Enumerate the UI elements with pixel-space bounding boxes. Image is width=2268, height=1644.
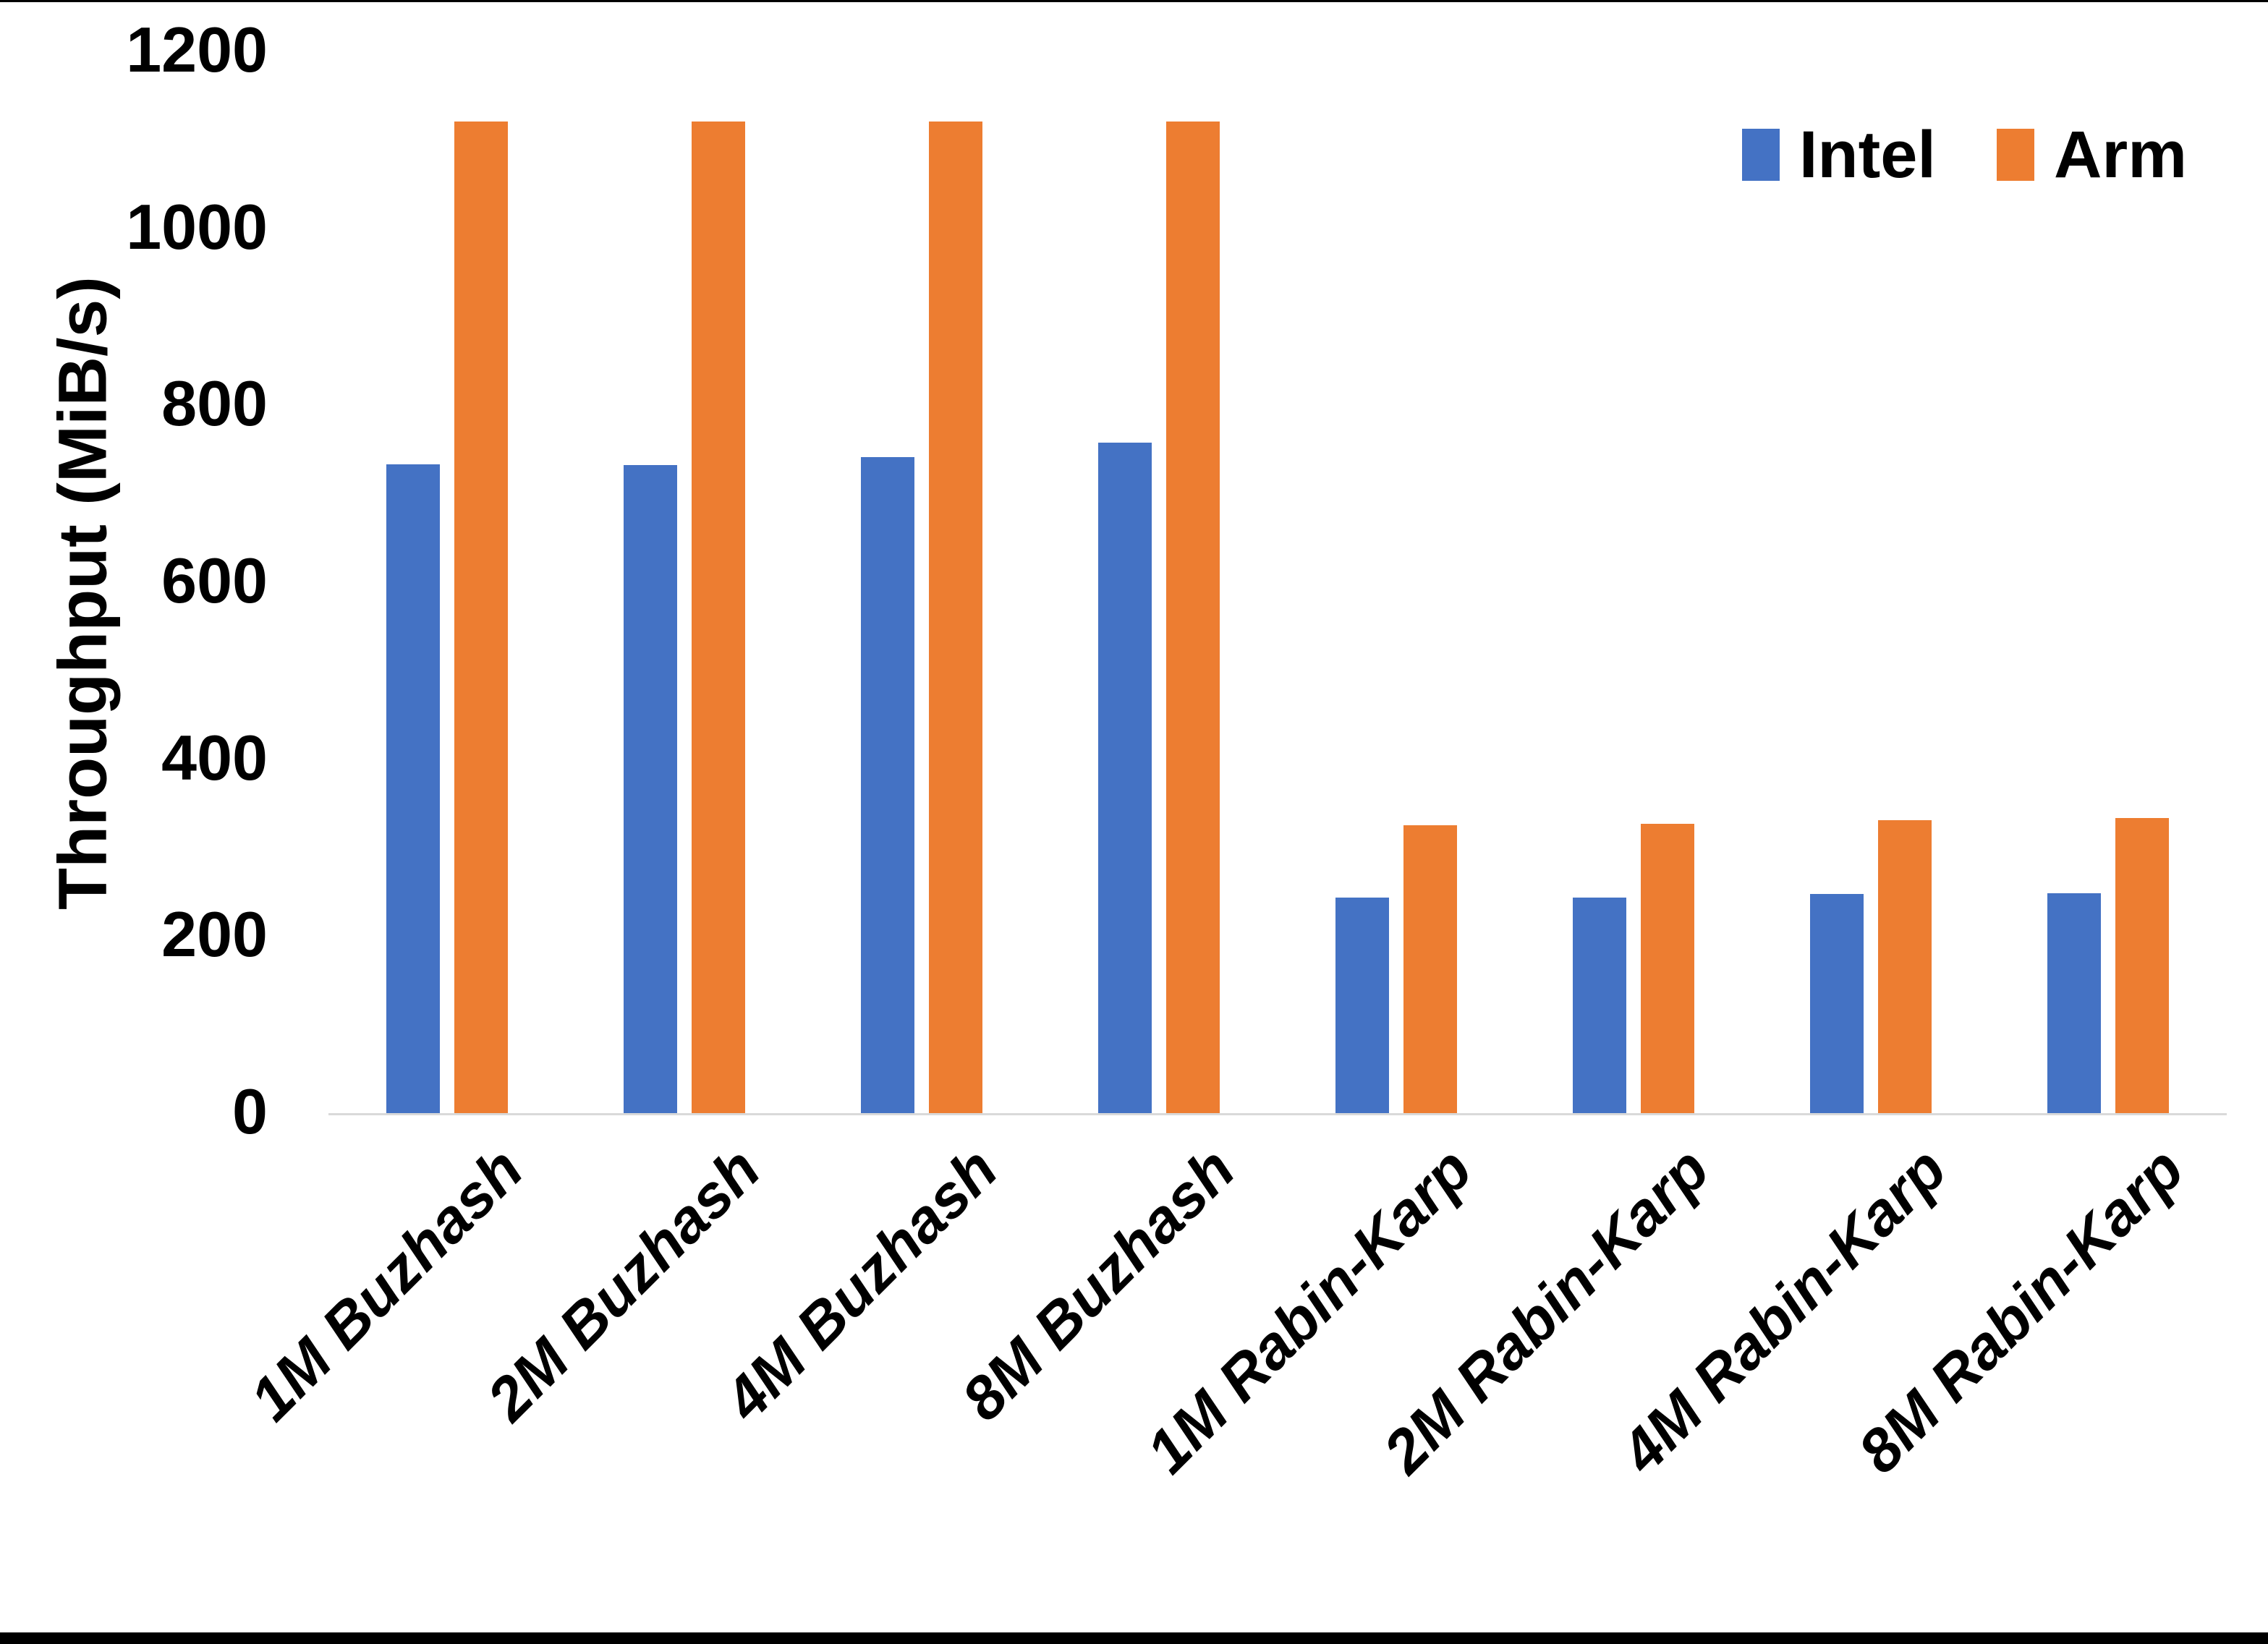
bar-intel-2m-buzhash <box>624 465 677 1115</box>
bar-arm-1m-rabin-karp <box>1403 825 1457 1115</box>
bar-intel-4m-rabin-karp <box>1810 894 1864 1115</box>
bar-arm-1m-buzhash <box>454 122 508 1115</box>
y-axis-title: Throughput (MiB/s) <box>44 276 122 910</box>
legend-label-arm: Arm <box>2053 118 2187 192</box>
intel-series-swatch <box>1741 129 1780 181</box>
bar-intel-1m-rabin-karp <box>1335 898 1389 1115</box>
y-tick-label-400: 400 <box>161 721 268 793</box>
legend-label-intel: Intel <box>1798 118 1936 192</box>
bar-arm-8m-rabin-karp <box>2115 818 2169 1115</box>
legend-item-arm: Arm <box>1996 118 2187 192</box>
plot-area <box>328 53 2227 1115</box>
bar-intel-4m-buzhash <box>861 457 914 1115</box>
arm-series-swatch <box>1996 129 2034 181</box>
bar-arm-4m-rabin-karp <box>1878 820 1932 1115</box>
y-tick-label-0: 0 <box>232 1075 268 1147</box>
y-tick-label-1000: 1000 <box>126 190 268 263</box>
image-top-border <box>0 0 2268 2</box>
y-tick-label-600: 600 <box>161 544 268 616</box>
bar-arm-4m-buzhash <box>929 122 982 1115</box>
bar-intel-2m-rabin-karp <box>1573 898 1626 1115</box>
bar-intel-8m-buzhash <box>1098 443 1152 1115</box>
y-tick-label-800: 800 <box>161 367 268 440</box>
bar-intel-8m-rabin-karp <box>2047 893 2101 1115</box>
bar-arm-2m-rabin-karp <box>1641 824 1694 1115</box>
x-axis-line <box>328 1113 2227 1115</box>
y-tick-label-1200: 1200 <box>126 13 268 85</box>
image-bottom-border <box>0 1632 2268 1644</box>
bar-arm-8m-buzhash <box>1166 122 1220 1115</box>
y-tick-label-200: 200 <box>161 898 268 971</box>
bar-arm-2m-buzhash <box>692 122 745 1115</box>
legend-item-intel: Intel <box>1741 118 1936 192</box>
bar-intel-1m-buzhash <box>386 464 440 1115</box>
legend: Intel Arm <box>1741 118 2187 192</box>
